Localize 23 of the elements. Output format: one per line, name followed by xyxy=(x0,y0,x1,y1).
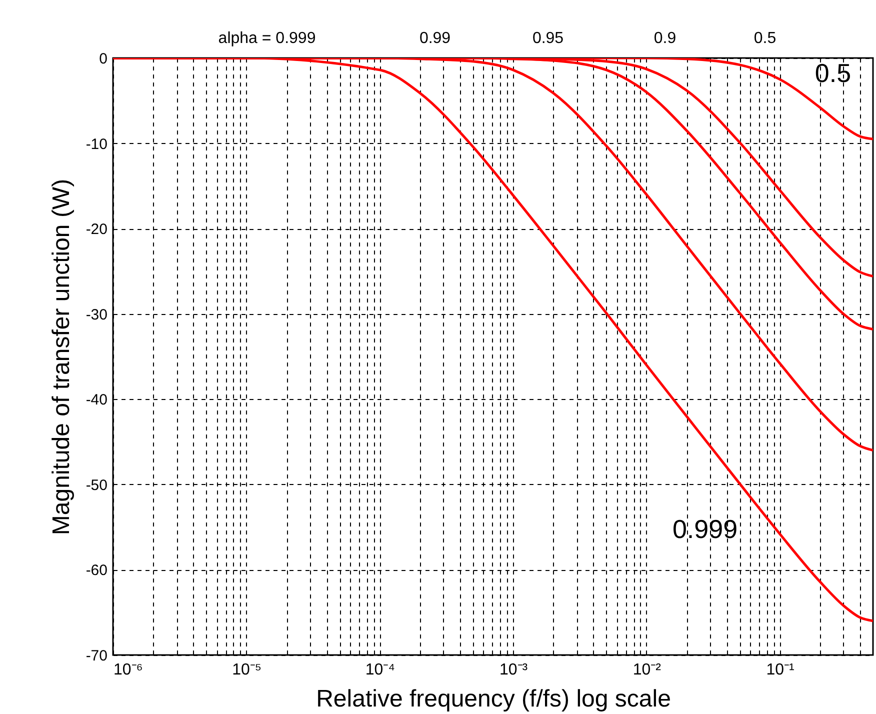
y-tick-label: -50 xyxy=(86,476,108,494)
text: 0.99 xyxy=(419,30,451,47)
y-tick-label: -60 xyxy=(86,562,108,580)
y-tick-label: -30 xyxy=(86,306,108,324)
x-tick-label: 10⁻⁴ xyxy=(365,662,396,678)
y-tick-label: 0 xyxy=(99,50,108,68)
text: 0.5 xyxy=(754,30,776,47)
y-tick-label: -40 xyxy=(86,392,108,409)
x-tick-label: 10⁻⁶ xyxy=(114,662,143,678)
x-tick-label: 10⁻⁵ xyxy=(232,662,262,678)
x-tick-label: 10⁻³ xyxy=(500,662,528,678)
annotation: 0.999 xyxy=(672,514,738,544)
y-axis-title: Magnitude of transfer unction (W) xyxy=(48,178,75,536)
y-tick-label: -70 xyxy=(86,648,108,664)
y-tick-label: -20 xyxy=(86,221,108,238)
y-tick-label: -10 xyxy=(86,136,108,153)
text: alpha = 0.999 xyxy=(218,30,316,47)
x-tick-label: 10⁻² xyxy=(632,662,662,678)
x-axis-title: Relative frequency (f/fs) log scale xyxy=(316,686,671,712)
text: 0.95 xyxy=(532,30,564,47)
annotation: 0.5 xyxy=(814,58,852,88)
x-tick-label: 10⁻¹ xyxy=(766,662,794,678)
text: 0.9 xyxy=(654,30,676,47)
